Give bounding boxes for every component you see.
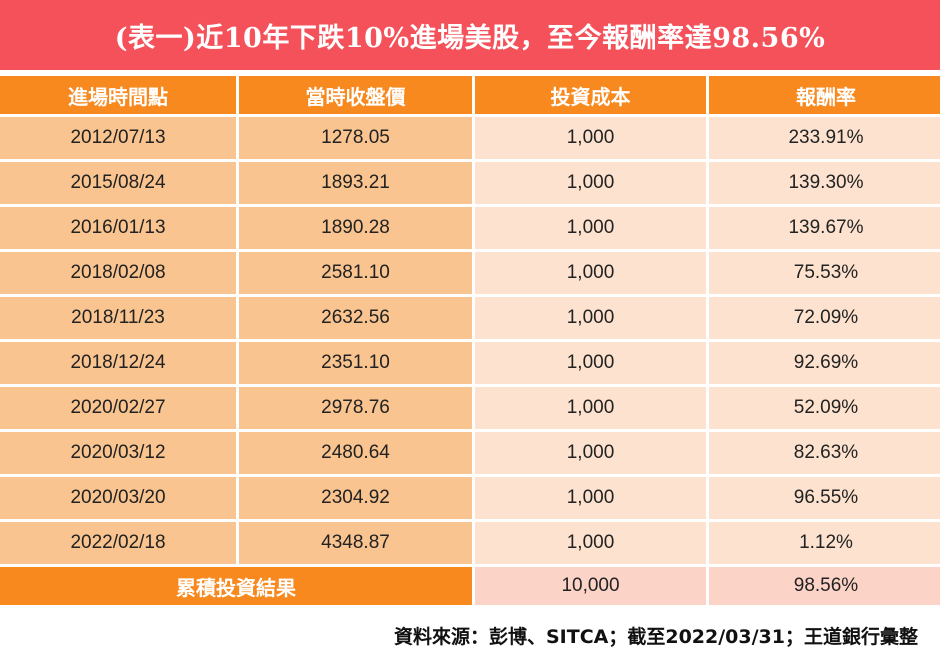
table-row: 2015/08/24 1893.21 1,000 139.30% bbox=[0, 162, 940, 204]
cell-cost: 1,000 bbox=[475, 297, 706, 339]
cell-cost: 1,000 bbox=[475, 207, 706, 249]
cell-return: 139.67% bbox=[709, 207, 940, 249]
cell-close: 4348.87 bbox=[239, 522, 472, 564]
cell-cost: 1,000 bbox=[475, 477, 706, 519]
header-cost: 投資成本 bbox=[475, 76, 706, 114]
cell-cost: 1,000 bbox=[475, 342, 706, 384]
cell-cost: 1,000 bbox=[475, 162, 706, 204]
total-cost: 10,000 bbox=[475, 567, 706, 605]
cell-close: 2351.10 bbox=[239, 342, 472, 384]
table-row: 2020/03/12 2480.64 1,000 82.63% bbox=[0, 432, 940, 474]
cell-return: 139.30% bbox=[709, 162, 940, 204]
cell-cost: 1,000 bbox=[475, 432, 706, 474]
table-row: 2018/12/24 2351.10 1,000 92.69% bbox=[0, 342, 940, 384]
header-close-price: 當時收盤價 bbox=[239, 76, 472, 114]
cell-close: 2978.76 bbox=[239, 387, 472, 429]
table-row: 2012/07/13 1278.05 1,000 233.91% bbox=[0, 117, 940, 159]
table-row: 2016/01/13 1890.28 1,000 139.67% bbox=[0, 207, 940, 249]
cell-cost: 1,000 bbox=[475, 252, 706, 294]
cell-cost: 1,000 bbox=[475, 522, 706, 564]
table-row: 2022/02/18 4348.87 1,000 1.12% bbox=[0, 522, 940, 564]
cell-return: 82.63% bbox=[709, 432, 940, 474]
header-return: 報酬率 bbox=[709, 76, 940, 114]
cell-close: 2581.10 bbox=[239, 252, 472, 294]
table-row: 2020/02/27 2978.76 1,000 52.09% bbox=[0, 387, 940, 429]
cell-date: 2018/12/24 bbox=[0, 342, 236, 384]
cell-date: 2020/02/27 bbox=[0, 387, 236, 429]
cell-date: 2012/07/13 bbox=[0, 117, 236, 159]
cell-cost: 1,000 bbox=[475, 387, 706, 429]
total-return: 98.56% bbox=[709, 567, 940, 605]
cell-cost: 1,000 bbox=[475, 117, 706, 159]
cell-date: 2015/08/24 bbox=[0, 162, 236, 204]
cell-date: 2016/01/13 bbox=[0, 207, 236, 249]
total-label: 累積投資結果 bbox=[0, 567, 472, 605]
table-title: (表一)近10年下跌10%進場美股，至今報酬率達98.56% bbox=[0, 0, 940, 70]
cell-return: 233.91% bbox=[709, 117, 940, 159]
cell-close: 2480.64 bbox=[239, 432, 472, 474]
header-entry-date: 進場時間點 bbox=[0, 76, 236, 114]
cell-return: 1.12% bbox=[709, 522, 940, 564]
table-row: 2018/11/23 2632.56 1,000 72.09% bbox=[0, 297, 940, 339]
cell-close: 2632.56 bbox=[239, 297, 472, 339]
total-row: 累積投資結果 10,000 98.56% bbox=[0, 567, 940, 605]
cell-date: 2018/11/23 bbox=[0, 297, 236, 339]
source-note: 資料來源：彭博、SITCA；截至2022/03/31；王道銀行彙整 bbox=[393, 626, 918, 648]
cell-return: 52.09% bbox=[709, 387, 940, 429]
cell-return: 92.69% bbox=[709, 342, 940, 384]
cell-date: 2020/03/12 bbox=[0, 432, 236, 474]
cell-close: 1890.28 bbox=[239, 207, 472, 249]
cell-return: 72.09% bbox=[709, 297, 940, 339]
cell-close: 1278.05 bbox=[239, 117, 472, 159]
cell-close: 2304.92 bbox=[239, 477, 472, 519]
returns-table: 進場時間點 當時收盤價 投資成本 報酬率 2012/07/13 1278.05 … bbox=[0, 73, 940, 608]
cell-date: 2018/02/08 bbox=[0, 252, 236, 294]
cell-return: 96.55% bbox=[709, 477, 940, 519]
table-row: 2018/02/08 2581.10 1,000 75.53% bbox=[0, 252, 940, 294]
cell-date: 2022/02/18 bbox=[0, 522, 236, 564]
cell-date: 2020/03/20 bbox=[0, 477, 236, 519]
header-row: 進場時間點 當時收盤價 投資成本 報酬率 bbox=[0, 76, 940, 114]
cell-return: 75.53% bbox=[709, 252, 940, 294]
table-row: 2020/03/20 2304.92 1,000 96.55% bbox=[0, 477, 940, 519]
cell-close: 1893.21 bbox=[239, 162, 472, 204]
